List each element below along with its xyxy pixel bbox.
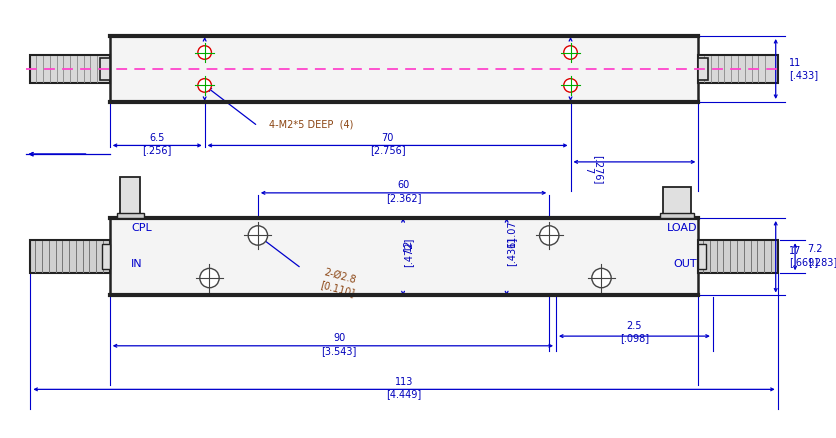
Circle shape bbox=[197, 79, 212, 92]
Text: 113: 113 bbox=[395, 377, 413, 387]
Bar bbox=[110, 218, 697, 296]
Text: 60: 60 bbox=[397, 180, 409, 190]
Text: 11.07: 11.07 bbox=[506, 219, 516, 247]
Text: [0.110]: [0.110] bbox=[319, 279, 356, 298]
Bar bbox=[116, 213, 144, 218]
Text: 6.5: 6.5 bbox=[150, 133, 165, 143]
Text: 17: 17 bbox=[788, 246, 801, 256]
Bar bbox=[697, 244, 706, 269]
Bar bbox=[120, 177, 140, 218]
Circle shape bbox=[563, 79, 577, 92]
Text: [3.543]: [3.543] bbox=[321, 346, 356, 356]
Text: [.433]: [.433] bbox=[788, 70, 818, 80]
Bar bbox=[102, 244, 110, 269]
Text: LOAD: LOAD bbox=[666, 223, 697, 233]
Bar bbox=[30, 240, 110, 273]
Circle shape bbox=[200, 268, 219, 288]
Text: [.256]: [.256] bbox=[142, 145, 171, 155]
Text: [2.362]: [2.362] bbox=[385, 193, 421, 203]
Bar bbox=[697, 56, 777, 82]
Text: IN: IN bbox=[131, 259, 143, 269]
Bar bbox=[697, 58, 707, 80]
Text: [4.449]: [4.449] bbox=[386, 389, 421, 399]
Text: OUT: OUT bbox=[672, 259, 696, 269]
Text: 12: 12 bbox=[402, 239, 412, 251]
Circle shape bbox=[563, 46, 577, 59]
Text: 90: 90 bbox=[333, 333, 345, 343]
Circle shape bbox=[197, 46, 212, 59]
Text: [2.756]: [2.756] bbox=[370, 145, 405, 155]
Text: [.436]: [.436] bbox=[506, 237, 516, 266]
Text: 11: 11 bbox=[788, 58, 801, 68]
Text: 2-Ø2.8: 2-Ø2.8 bbox=[322, 268, 356, 286]
Circle shape bbox=[539, 226, 558, 245]
Text: [.472]: [.472] bbox=[402, 238, 412, 267]
Text: CPL: CPL bbox=[131, 223, 151, 233]
Text: 70: 70 bbox=[381, 133, 393, 143]
Bar bbox=[659, 213, 694, 218]
Text: [.098]: [.098] bbox=[619, 333, 648, 343]
Text: [.276]: [.276] bbox=[592, 155, 602, 184]
Bar bbox=[110, 36, 697, 102]
Text: [.283]: [.283] bbox=[807, 258, 836, 268]
Text: 4-M2*5 DEEP  (4): 4-M2*5 DEEP (4) bbox=[268, 119, 353, 129]
Bar bbox=[30, 56, 110, 82]
Bar bbox=[100, 58, 110, 80]
Circle shape bbox=[248, 226, 268, 245]
Bar bbox=[697, 240, 777, 273]
Text: 2.5: 2.5 bbox=[626, 321, 641, 332]
Circle shape bbox=[591, 268, 610, 288]
Bar bbox=[663, 187, 690, 218]
Text: 7.2: 7.2 bbox=[807, 244, 822, 254]
Text: [.669]: [.669] bbox=[788, 258, 818, 268]
Text: 7: 7 bbox=[582, 166, 592, 173]
